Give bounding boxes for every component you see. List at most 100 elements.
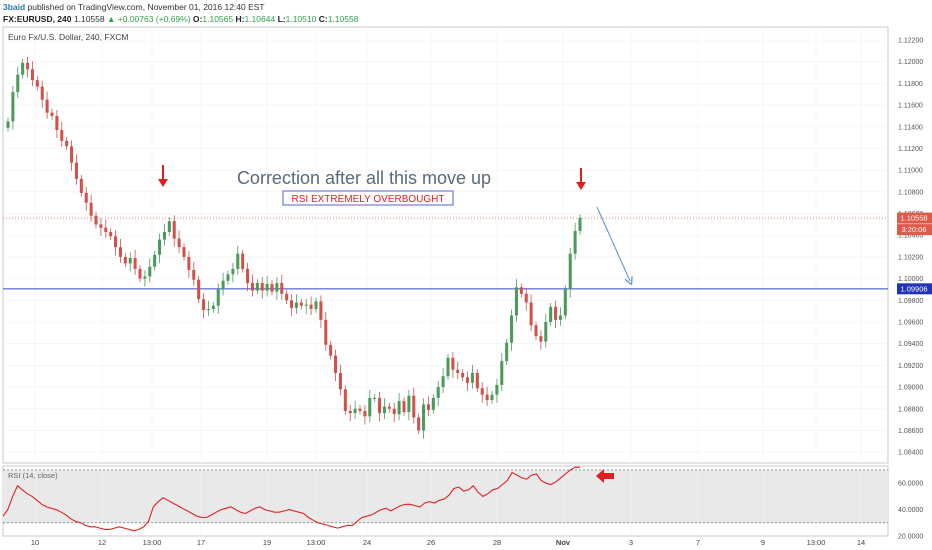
candle-body — [65, 140, 69, 147]
candle-body — [285, 293, 289, 301]
time-tick-label: Nov — [556, 538, 571, 547]
countdown-tag: 3:20:06 — [897, 224, 932, 236]
candle-body — [329, 344, 333, 356]
candle-body — [470, 372, 474, 383]
candle-body — [524, 293, 528, 303]
candle-body — [397, 401, 401, 415]
candle-body — [21, 62, 25, 75]
last-price: 1.10558 — [73, 14, 105, 24]
annotation-box-text: RSI EXTREMELY OVERBOUGHT — [292, 194, 445, 205]
candle-body — [490, 394, 494, 401]
price-tick-label: 1.11800 — [898, 81, 923, 88]
candle-body — [11, 92, 15, 122]
price-tick-label: 1.10800 — [898, 189, 923, 196]
candle-body — [104, 227, 108, 232]
candle-body — [255, 282, 259, 291]
candle-body — [549, 306, 553, 323]
time-tick-label: 9 — [761, 538, 765, 547]
price-axis: 1.12200 1.12000 1.11800 1.11600 1.11400 1.112… — [898, 38, 923, 457]
candle-body — [519, 287, 523, 294]
time-axis: 10 12 13:00 17 19 13:00 24 26 28 Nov 3 7 9 13:00 14 — [31, 538, 865, 547]
candle-body — [573, 230, 577, 254]
candle-body — [206, 308, 210, 311]
candle-body — [290, 300, 294, 308]
price-tick-label: 1.12000 — [898, 59, 923, 66]
high-label: H: — [235, 14, 245, 24]
candle-body — [143, 276, 147, 279]
candle-body — [123, 256, 127, 264]
symbol-label: FX:EURUSD, 240 — [3, 14, 72, 24]
price-tick-label: 1.10400 — [898, 233, 923, 240]
candle-body — [221, 280, 225, 290]
svg-text:1.10558: 1.10558 — [900, 214, 927, 223]
candle-body — [236, 253, 240, 269]
time-tick-label: 26 — [427, 538, 435, 547]
close-value: 1.10558 — [327, 14, 359, 24]
time-tick-label: 13:00 — [807, 538, 826, 547]
time-tick-label: 10 — [31, 538, 39, 547]
open-label: O: — [192, 14, 203, 24]
candle-body — [294, 302, 298, 308]
candle-body — [280, 282, 284, 294]
chart-title: Euro Fx/U.S. Dollar, 240, FXCM — [8, 32, 128, 42]
candle-body — [114, 236, 118, 248]
price-tick-label: 1.09200 — [898, 363, 923, 370]
candle-body — [363, 410, 367, 417]
candle-body — [275, 282, 279, 292]
candle-body — [109, 231, 113, 237]
price-tick-label: 1.09000 — [898, 385, 923, 392]
candle-body — [226, 274, 230, 281]
low-label: L: — [277, 14, 286, 24]
candle-body — [6, 121, 10, 128]
down-arrow-right-icon — [576, 168, 586, 190]
candle-body — [558, 315, 562, 320]
candle-body — [265, 284, 269, 291]
price-tick-label: 1.11000 — [898, 168, 923, 175]
rsi-pointer-arrow-icon — [596, 469, 614, 483]
candle-body — [466, 377, 470, 383]
candle-body — [422, 404, 426, 431]
candle-body — [162, 231, 166, 240]
candle-body — [534, 325, 538, 337]
support-price-tag: 1.09906 — [897, 283, 932, 295]
candle-body — [456, 369, 460, 373]
price-tick-label: 1.11200 — [898, 146, 923, 153]
candle-body — [412, 395, 416, 418]
time-tick-label: 12 — [98, 538, 106, 547]
candle-body — [529, 302, 533, 326]
candle-body — [446, 357, 450, 377]
rsi-tick-label: 20.0000 — [898, 534, 923, 541]
candle-body — [505, 342, 509, 362]
annotation-text: Correction after all this move up — [237, 168, 491, 188]
candle-body — [338, 372, 342, 390]
candle-body — [40, 86, 44, 100]
gridlines — [3, 27, 888, 536]
candle-body — [167, 221, 171, 232]
candle-body — [426, 404, 430, 410]
candle-body — [436, 387, 440, 398]
candle-body — [216, 289, 220, 306]
candle-body — [35, 80, 39, 87]
rsi-title: RSI (14, close) — [8, 471, 58, 480]
time-tick-label: 17 — [197, 538, 205, 547]
current-price-tag: 1.10558 — [897, 212, 932, 224]
low-value: 1.10510 — [285, 14, 317, 24]
price-tick-label: 1.10000 — [898, 276, 923, 283]
candle-body — [348, 410, 352, 414]
candle-body — [172, 221, 176, 239]
time-tick-label: 28 — [493, 538, 501, 547]
candle-body — [246, 268, 250, 283]
published-text: published on TradingView.com, November 0… — [27, 2, 265, 12]
candle-body — [241, 253, 245, 269]
author-link[interactable]: 3baid — [3, 2, 26, 12]
candle-body — [260, 282, 264, 291]
price-tick-label: 1.12200 — [898, 38, 923, 45]
candle-body — [314, 301, 318, 309]
down-arrow-left-icon — [158, 165, 168, 187]
rsi-tick-label: 40.0000 — [898, 507, 923, 514]
price-tick-label: 1.08600 — [898, 428, 923, 435]
candle-body — [441, 376, 445, 388]
candle-body — [182, 247, 186, 257]
candle-body — [118, 247, 122, 257]
